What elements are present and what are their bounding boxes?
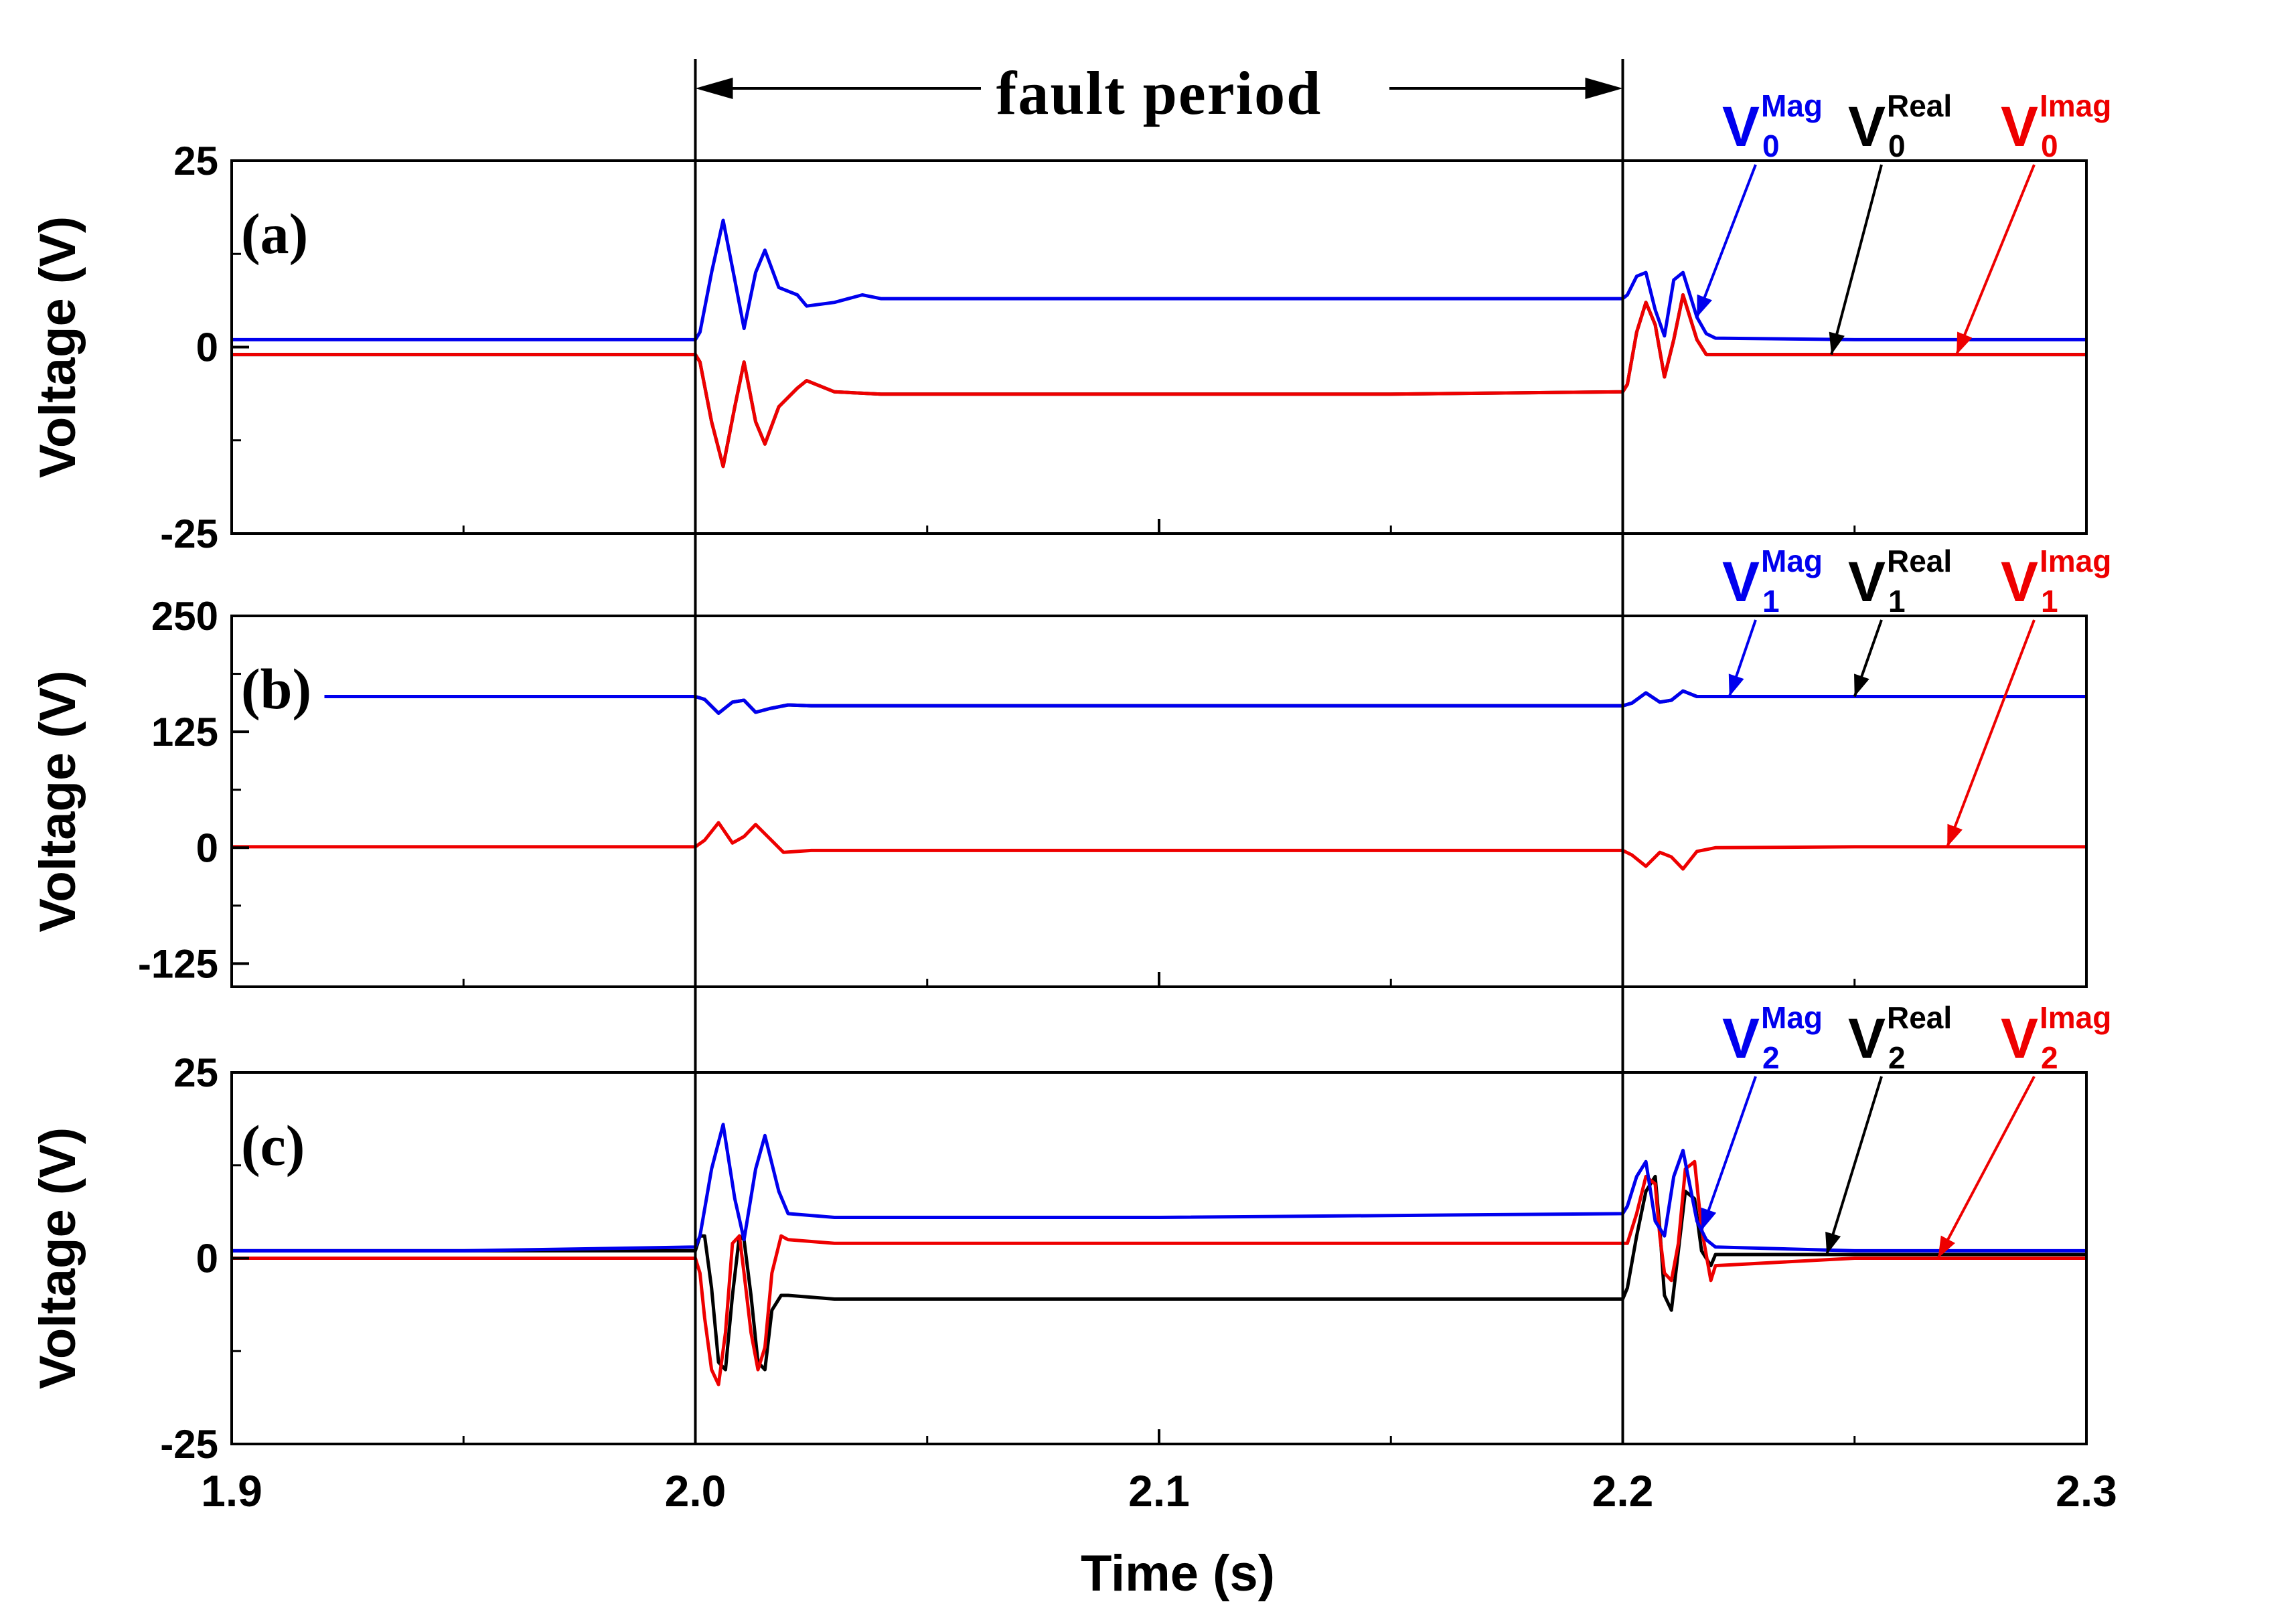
legend-mag-subscript: 2 <box>1762 1040 1780 1075</box>
y-tick-label: -25 <box>160 511 218 556</box>
legend-imag-subscript: 1 <box>2041 584 2058 619</box>
y-axis-title: Voltage (V) <box>29 216 86 478</box>
panel-label: (c) <box>241 1113 305 1178</box>
legend-real-subscript: 0 <box>1888 129 1906 163</box>
legend-real-symbol: V <box>1848 95 1886 158</box>
legend-imag-symbol: V <box>2001 1007 2038 1070</box>
traces <box>232 689 2086 871</box>
legend-real-subscript: 1 <box>1888 584 1906 619</box>
x-tick-label: 2.2 <box>1592 1466 1654 1516</box>
legend-imag-pointer <box>1955 164 2036 355</box>
y-axis-title: Voltage (V) <box>29 1127 86 1389</box>
series-real-line <box>232 1174 2086 1372</box>
legend-real-pointer <box>1830 164 1883 355</box>
legend-mag-superscript: Mag <box>1761 1000 1823 1035</box>
legend-imag-superscript: Imag <box>2040 88 2111 123</box>
fault-arrowhead-left <box>695 78 733 99</box>
legend-imag-arrowhead <box>1947 823 1963 847</box>
series-mag-line <box>232 1123 2086 1253</box>
legend-mag-symbol: V <box>1722 1007 1760 1070</box>
legend-imag-symbol: V <box>2001 550 2038 613</box>
legend-real-superscript: Real <box>1887 88 1952 123</box>
legend-imag-arrowhead <box>1938 1235 1955 1259</box>
y-tick-label: 25 <box>173 139 218 183</box>
legend-imag-pointer <box>1936 1076 2036 1259</box>
series-real-line <box>232 293 2086 469</box>
legend-real-superscript: Real <box>1887 1000 1952 1035</box>
x-tick-label: 2.1 <box>1128 1466 1190 1516</box>
y-tick-label: 0 <box>196 1236 218 1281</box>
legend-mag-superscript: Mag <box>1761 88 1823 123</box>
legend-imag-subscript: 0 <box>2041 129 2058 163</box>
legend-mag-pointer <box>1700 1076 1757 1231</box>
legend-real-arrowhead <box>1829 331 1845 355</box>
legend-real-subscript: 2 <box>1888 1040 1906 1075</box>
legend-imag-superscript: Imag <box>2040 1000 2111 1035</box>
legend-real-pointer <box>1825 1076 1883 1255</box>
x-tick-label: 1.9 <box>201 1466 262 1516</box>
y-tick-label: 250 <box>151 594 218 639</box>
y-tick-label: 0 <box>196 325 218 370</box>
legend-real-symbol: V <box>1848 550 1886 613</box>
legend-mag-superscript: Mag <box>1761 544 1823 578</box>
legend-imag-symbol: V <box>2001 95 2038 158</box>
x-axis: Time (s) 1.9 2.0 2.1 2.2 2.3 <box>201 1466 2117 1602</box>
legend-mag-arrowhead <box>1728 673 1744 697</box>
legend-real-arrowhead <box>1854 673 1869 697</box>
legend-mag-subscript: 0 <box>1762 129 1780 163</box>
panel-label: (a) <box>241 202 308 266</box>
legend-real-symbol: V <box>1848 1007 1886 1070</box>
panel-label: (b) <box>241 657 311 721</box>
fault-period-label: fault period <box>996 59 1322 127</box>
y-axis-title: Voltage (V) <box>29 670 86 932</box>
y-tick-label: 25 <box>173 1050 218 1095</box>
x-axis-title: Time (s) <box>1081 1545 1275 1602</box>
y-tick-label: 0 <box>196 825 218 870</box>
fault-annotation: fault period <box>694 59 1624 1444</box>
plot-frame <box>230 159 2088 535</box>
legend-mag-symbol: V <box>1722 550 1760 613</box>
traces <box>232 218 2086 469</box>
x-tick-label: 2.0 <box>665 1466 726 1516</box>
series-imag-line <box>232 821 2086 871</box>
legend-mag-pointer <box>1695 164 1757 318</box>
series-imag-line <box>232 1159 2086 1386</box>
legend-imag-subscript: 2 <box>2041 1040 2058 1075</box>
series-mag-line <box>324 689 2086 715</box>
legend-mag-symbol: V <box>1722 95 1760 158</box>
series-imag-line <box>232 293 2086 469</box>
legend-mag-arrowhead <box>1697 294 1712 317</box>
legend-real-superscript: Real <box>1887 544 1952 578</box>
legend-mag-arrowhead <box>1701 1207 1717 1230</box>
plot-frame <box>230 615 2088 988</box>
legend-imag-arrowhead <box>1957 331 1973 355</box>
series-mag-line <box>232 218 2086 341</box>
legend-mag-subscript: 1 <box>1762 584 1780 619</box>
y-tick-label: 125 <box>151 710 218 754</box>
legend-real-arrowhead <box>1825 1231 1841 1255</box>
y-tick-label: -125 <box>138 941 218 986</box>
fault-arrowhead-right <box>1585 78 1623 99</box>
legend-imag-superscript: Imag <box>2040 544 2111 578</box>
series-real-line <box>324 689 2086 715</box>
legend-imag-pointer <box>1946 619 2036 848</box>
y-tick-label: -25 <box>160 1422 218 1467</box>
x-tick-label: 2.3 <box>2056 1466 2117 1516</box>
traces <box>232 1123 2086 1386</box>
